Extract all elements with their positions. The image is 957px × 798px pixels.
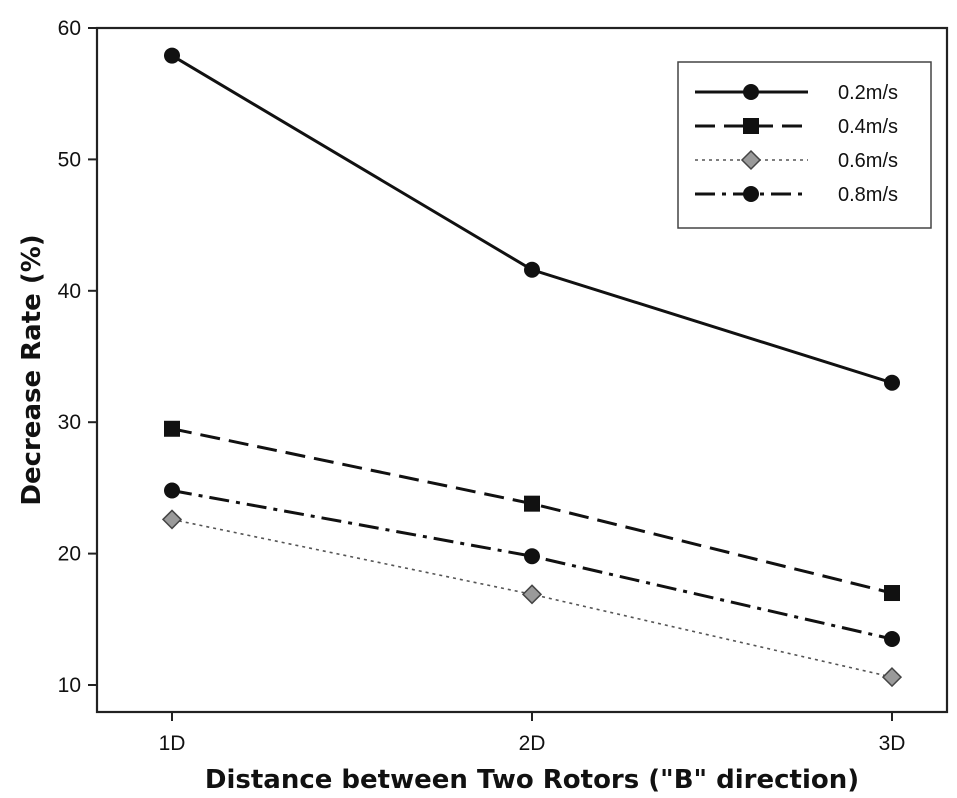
series-0.8m/s [164, 482, 900, 648]
x-tick-label: 2D [519, 732, 546, 755]
data-point [524, 261, 540, 278]
y-tick-label: 40 [58, 280, 81, 303]
y-axis: 10 20 30 40 50 60 [58, 17, 97, 697]
data-point [164, 47, 180, 64]
data-point [884, 374, 900, 391]
data-point [884, 585, 900, 602]
data-point [884, 631, 900, 648]
y-tick-label: 30 [58, 411, 81, 434]
legend-box [677, 61, 932, 229]
legend-label: 0.4m/s [838, 116, 898, 138]
data-point [161, 509, 183, 530]
legend-marker [743, 186, 759, 202]
legend-entry: 0.2m/s [695, 82, 898, 104]
legend-label: 0.2m/s [838, 82, 898, 104]
y-axis-title: Decrease Rate (%) [17, 234, 47, 505]
series-layer [161, 47, 903, 688]
y-tick-label: 60 [58, 17, 81, 40]
legend-entry: 0.4m/s [695, 116, 898, 138]
data-point [521, 584, 543, 605]
x-tick-label: 1D [159, 732, 186, 755]
legend-items: 0.2m/s 0.4m/s 0.6m/s 0.8m/s [695, 82, 898, 206]
y-tick-label: 20 [58, 543, 81, 566]
data-point [524, 548, 540, 565]
series-0.6m/s [161, 509, 903, 688]
x-tick-label: 3D [879, 732, 906, 755]
y-tick-label: 50 [58, 148, 81, 171]
x-axis: 1D 2D 3D [159, 712, 906, 755]
series-0.4m/s [164, 420, 900, 602]
data-point [164, 482, 180, 499]
data-point [524, 495, 540, 512]
legend-entry: 0.8m/s [695, 184, 898, 206]
legend-entry: 0.6m/s [695, 149, 898, 172]
data-point [881, 667, 903, 688]
x-axis-title: Distance between Two Rotors ("B" directi… [205, 765, 859, 795]
legend-marker [743, 84, 759, 100]
legend-label: 0.6m/s [838, 150, 898, 172]
series-line [171, 489, 893, 641]
plot-area-frame [95, 26, 949, 714]
legend: 0.2m/s 0.4m/s 0.6m/s 0.8m/s [677, 61, 932, 229]
legend-marker [740, 149, 762, 171]
y-tick-label: 10 [58, 674, 81, 697]
series-0.2m/s [164, 47, 900, 391]
legend-marker [743, 118, 759, 134]
data-point [164, 420, 180, 437]
legend-label: 0.8m/s [838, 184, 898, 206]
